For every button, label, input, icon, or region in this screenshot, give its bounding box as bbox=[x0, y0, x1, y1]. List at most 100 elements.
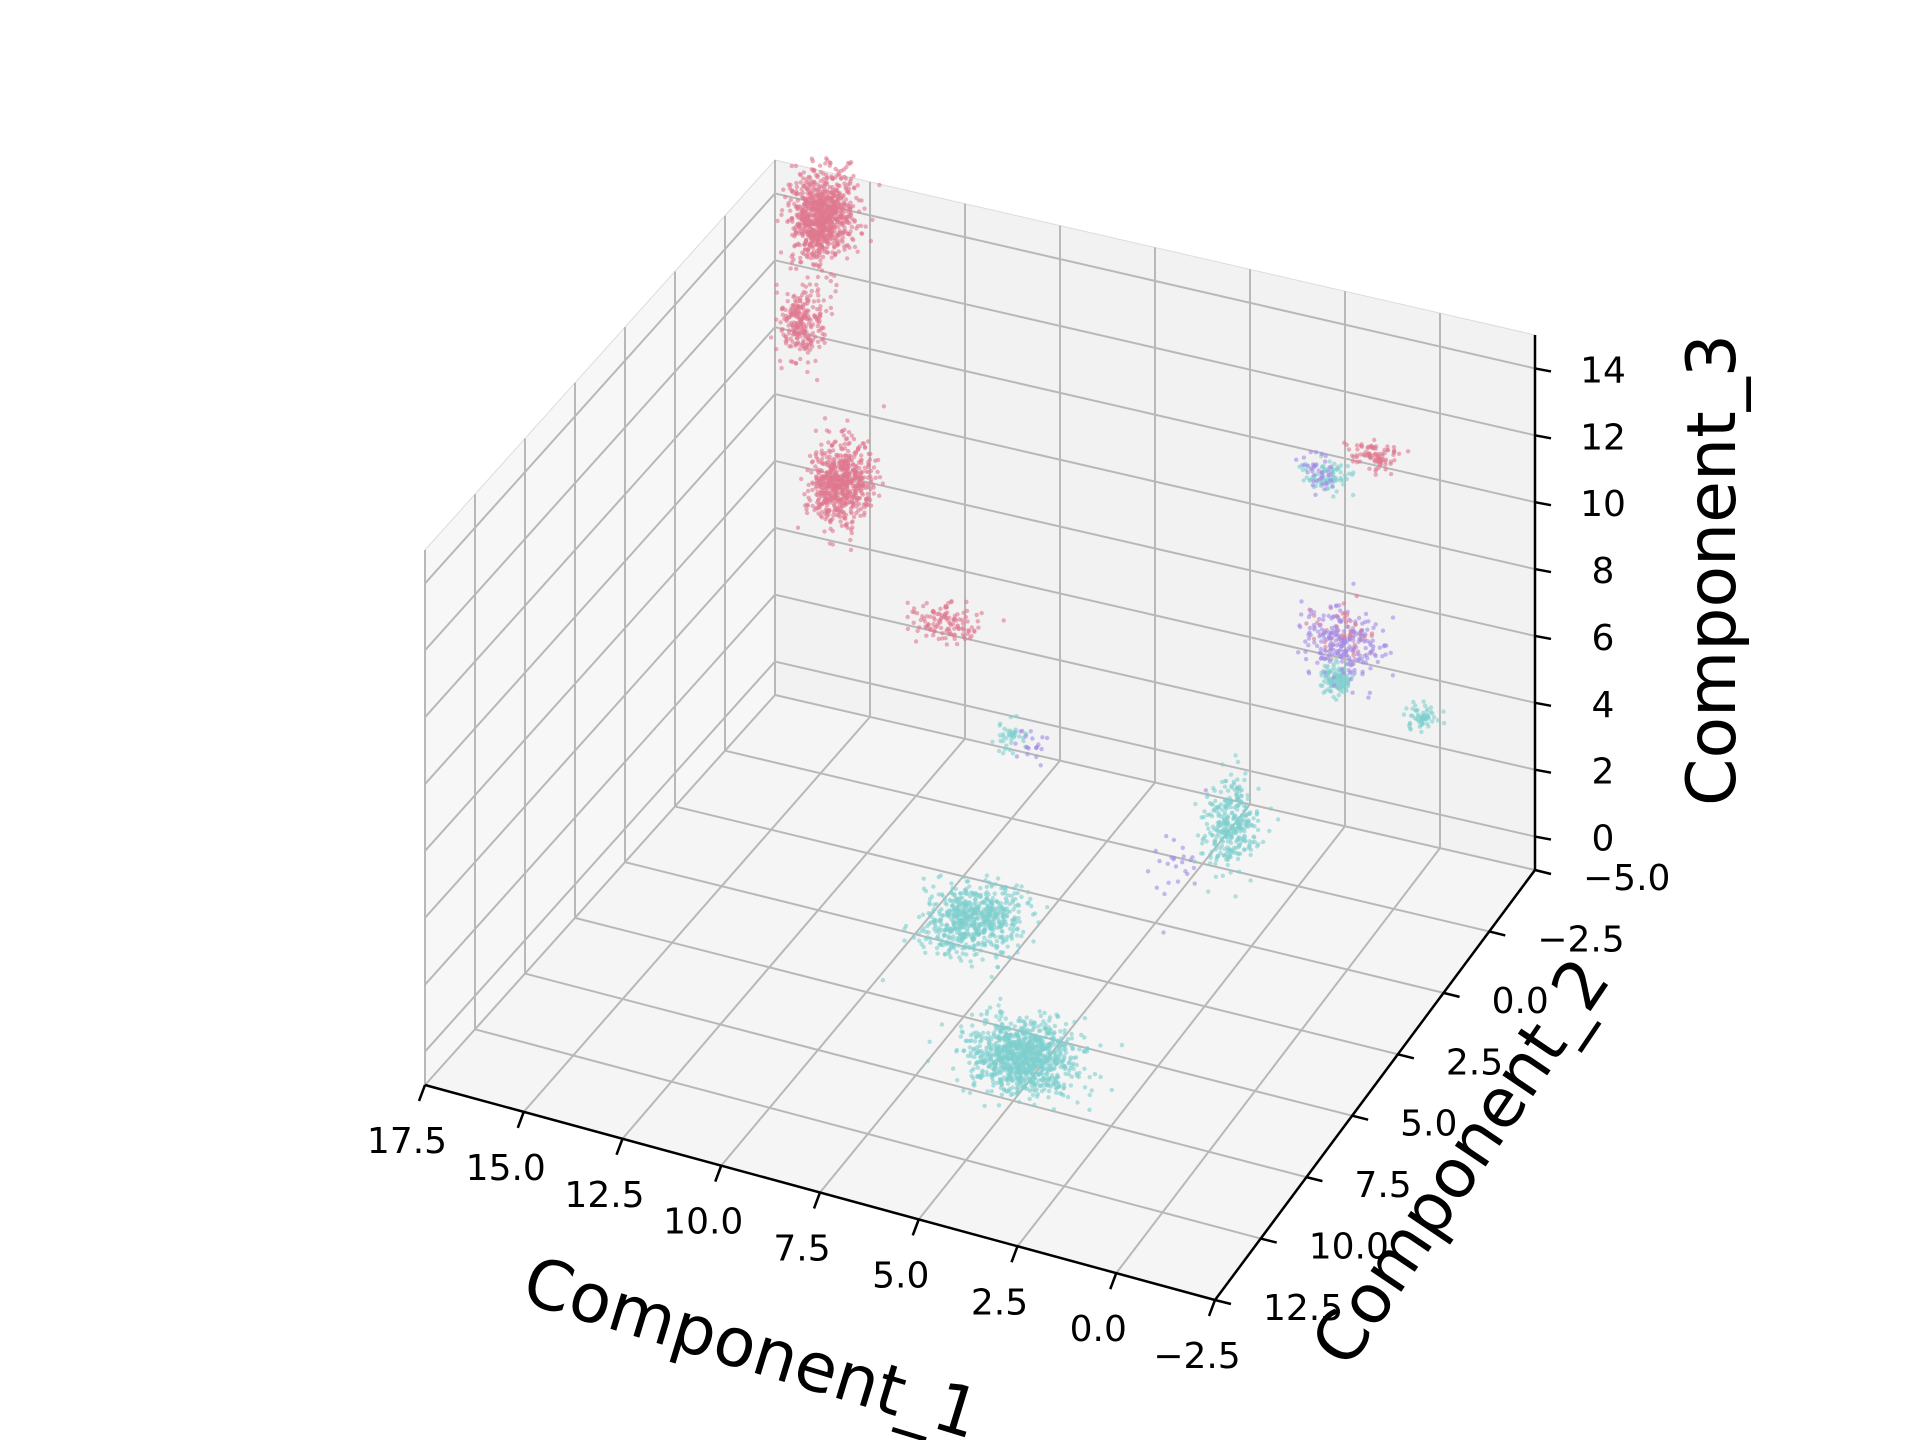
data-point bbox=[1354, 443, 1360, 448]
data-point bbox=[1419, 719, 1425, 724]
data-point bbox=[1369, 649, 1375, 654]
data-point bbox=[1033, 1056, 1039, 1062]
data-point bbox=[793, 163, 799, 169]
data-point bbox=[1218, 789, 1224, 795]
data-point bbox=[798, 180, 803, 185]
x-grid-floor bbox=[917, 803, 1251, 1220]
data-point bbox=[816, 293, 821, 298]
data-point bbox=[1311, 479, 1316, 484]
data-point bbox=[818, 258, 823, 263]
data-point bbox=[996, 1057, 1002, 1062]
data-point bbox=[1028, 896, 1033, 902]
data-point bbox=[857, 475, 862, 481]
data-point bbox=[1022, 1082, 1028, 1088]
data-point bbox=[1326, 687, 1331, 692]
data-point bbox=[984, 1045, 989, 1051]
data-point bbox=[790, 252, 796, 257]
data-point bbox=[1082, 1085, 1088, 1090]
data-point bbox=[1322, 459, 1328, 464]
data-point bbox=[1363, 611, 1369, 617]
data-point bbox=[928, 940, 933, 945]
data-point bbox=[847, 207, 853, 212]
data-point bbox=[802, 346, 807, 352]
data-point bbox=[805, 248, 811, 253]
data-point bbox=[801, 251, 807, 257]
data-point bbox=[1319, 639, 1324, 644]
data-point bbox=[840, 475, 845, 481]
data-point bbox=[1213, 874, 1219, 879]
data-point bbox=[857, 444, 862, 449]
data-point bbox=[813, 334, 818, 339]
data-point bbox=[948, 955, 953, 960]
data-point bbox=[997, 1038, 1002, 1044]
data-point bbox=[994, 1014, 999, 1019]
data-point bbox=[816, 478, 822, 483]
data-point bbox=[962, 916, 968, 921]
data-point bbox=[825, 462, 830, 468]
data-point bbox=[807, 498, 813, 503]
data-point bbox=[846, 448, 851, 454]
data-point bbox=[1341, 629, 1347, 634]
data-point bbox=[805, 350, 811, 355]
data-point bbox=[931, 629, 937, 634]
data-point bbox=[972, 629, 977, 634]
data-point bbox=[1062, 1054, 1067, 1059]
data-point bbox=[921, 603, 926, 609]
data-point bbox=[779, 212, 784, 217]
data-point bbox=[1323, 482, 1329, 487]
data-point bbox=[977, 1055, 983, 1060]
data-point bbox=[792, 243, 798, 248]
data-point bbox=[1055, 1038, 1061, 1043]
data-point bbox=[1015, 943, 1021, 948]
data-point bbox=[1322, 487, 1327, 492]
data-point bbox=[938, 625, 944, 631]
data-point bbox=[816, 247, 822, 252]
data-point bbox=[1312, 640, 1317, 645]
data-point bbox=[1098, 1043, 1103, 1048]
data-point bbox=[865, 491, 870, 497]
data-point bbox=[827, 185, 832, 190]
x-grid-floor bbox=[621, 738, 966, 1140]
data-point bbox=[800, 233, 805, 239]
data-point bbox=[830, 176, 835, 182]
data-point bbox=[950, 919, 956, 924]
data-point bbox=[1342, 638, 1348, 643]
data-point bbox=[1372, 437, 1377, 443]
data-point bbox=[837, 484, 843, 490]
data-point bbox=[1213, 841, 1218, 846]
data-point bbox=[868, 486, 873, 491]
data-point bbox=[835, 173, 840, 178]
data-point bbox=[828, 278, 833, 284]
data-point bbox=[1210, 824, 1216, 829]
data-point bbox=[961, 925, 967, 930]
data-point bbox=[940, 631, 945, 636]
data-point bbox=[1331, 494, 1336, 499]
x-tick-label: 17.5 bbox=[367, 1121, 447, 1162]
data-point bbox=[1034, 1087, 1039, 1092]
data-point bbox=[1350, 459, 1356, 464]
data-point bbox=[779, 365, 784, 371]
data-point bbox=[955, 1078, 960, 1083]
data-point bbox=[1225, 788, 1231, 793]
y-tick-mark bbox=[1534, 868, 1552, 876]
data-point bbox=[829, 465, 834, 470]
data-point bbox=[793, 325, 799, 331]
data-point bbox=[833, 203, 838, 208]
data-point bbox=[927, 900, 932, 905]
data-point bbox=[956, 911, 962, 917]
data-point bbox=[954, 1049, 959, 1054]
data-point bbox=[1065, 1036, 1071, 1042]
data-point bbox=[814, 377, 820, 383]
data-point bbox=[1165, 861, 1171, 866]
data-point bbox=[842, 441, 847, 447]
data-point bbox=[984, 1011, 989, 1017]
data-point bbox=[996, 1003, 1001, 1008]
data-point bbox=[838, 443, 843, 448]
data-point bbox=[1347, 644, 1352, 649]
data-point bbox=[1428, 709, 1434, 714]
y-tick-label: −5.0 bbox=[1583, 858, 1670, 899]
data-point bbox=[997, 1077, 1003, 1083]
data-point bbox=[842, 247, 847, 252]
data-point bbox=[939, 1022, 945, 1027]
data-point bbox=[1228, 870, 1233, 875]
